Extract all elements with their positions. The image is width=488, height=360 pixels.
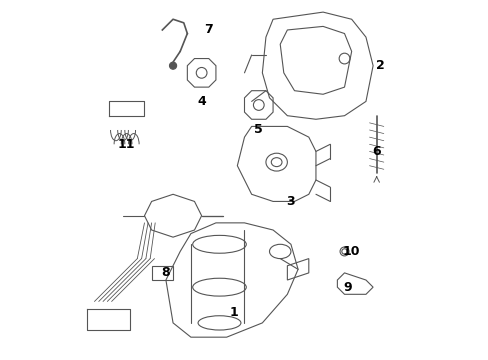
Text: 4: 4 xyxy=(197,95,205,108)
Text: 3: 3 xyxy=(286,195,295,208)
Text: 2: 2 xyxy=(375,59,384,72)
Text: 7: 7 xyxy=(204,23,213,36)
Text: 8: 8 xyxy=(161,266,170,279)
Text: 11: 11 xyxy=(118,138,135,151)
Text: 6: 6 xyxy=(371,145,380,158)
Text: 9: 9 xyxy=(343,281,352,294)
Text: 10: 10 xyxy=(342,245,360,258)
Text: 1: 1 xyxy=(229,306,238,319)
Ellipse shape xyxy=(169,62,176,69)
Text: 5: 5 xyxy=(254,123,263,136)
